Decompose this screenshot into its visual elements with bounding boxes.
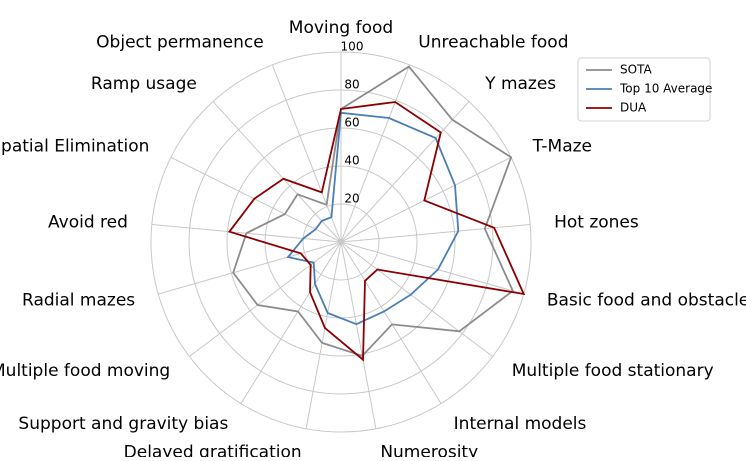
category-label: Ramp usage xyxy=(91,74,197,94)
category-label: Object permanence xyxy=(96,32,264,52)
r-tick-label: 40 xyxy=(344,154,359,168)
category-label: Multiple food stationary xyxy=(512,361,714,381)
spoke xyxy=(340,223,531,243)
legend-box xyxy=(577,57,711,122)
legend: SOTA Top 10 Average DUA xyxy=(577,57,712,122)
category-label: Spatial Elimination xyxy=(0,137,149,157)
spoke xyxy=(340,241,377,429)
series-line xyxy=(286,111,460,326)
spoke xyxy=(170,156,342,243)
r-tick-label: 100 xyxy=(341,40,364,54)
category-label: Unreachable food xyxy=(418,32,568,52)
spoke xyxy=(240,241,342,404)
series-line xyxy=(227,101,526,362)
category-label: Moving food xyxy=(289,18,393,38)
legend-label: Top 10 Average xyxy=(619,82,712,96)
legend-label: SOTA xyxy=(620,63,652,77)
spoke xyxy=(212,101,342,243)
spoke xyxy=(340,241,442,404)
category-label: Radial mazes xyxy=(22,291,135,311)
spoke xyxy=(340,156,512,243)
spoke xyxy=(271,64,342,243)
spoke xyxy=(158,241,342,295)
spoke xyxy=(340,101,470,243)
category-label: Hot zones xyxy=(554,212,639,232)
legend-label: DUA xyxy=(620,101,647,115)
category-label: Numerosity xyxy=(380,442,478,457)
category-label: Delayed gratification xyxy=(124,442,302,457)
r-tick-label: 60 xyxy=(344,116,359,130)
category-label: T-Maze xyxy=(532,137,592,157)
category-label: Support and gravity bias xyxy=(18,414,228,434)
category-label: Multiple food moving xyxy=(0,361,170,381)
r-tick-label: 20 xyxy=(344,192,359,206)
spoke xyxy=(305,241,342,429)
spoke xyxy=(340,64,411,243)
r-tick-label: 80 xyxy=(344,78,359,92)
category-label: Avoid red xyxy=(48,212,128,232)
category-label: Basic food and obstacles xyxy=(547,291,746,311)
spoke xyxy=(340,241,524,295)
spoke xyxy=(340,241,493,357)
series-line xyxy=(232,65,514,357)
category-label: Y mazes xyxy=(484,74,556,94)
category-label: Internal models xyxy=(454,414,587,434)
spoke xyxy=(189,241,342,357)
